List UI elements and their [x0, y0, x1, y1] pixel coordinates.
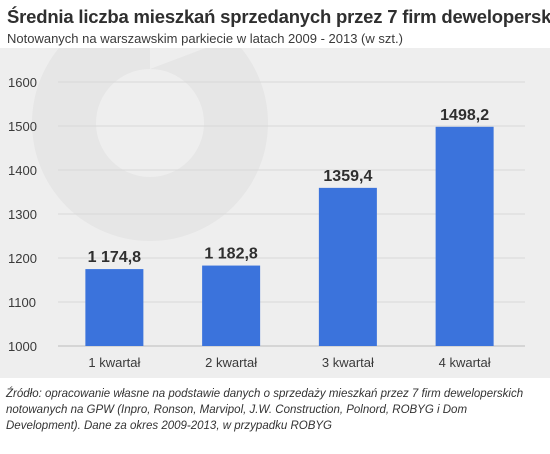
y-tick-label: 1200	[8, 251, 37, 266]
y-tick-label: 1600	[8, 75, 37, 90]
x-axis: 1 kwartał 2 kwartał 3 kwartał 4 kwartał	[88, 355, 490, 370]
watermark-logo	[32, 48, 268, 241]
y-tick-label: 1000	[8, 339, 37, 354]
bar	[85, 269, 144, 346]
header: Średnia liczba mieszkań sprzedanych prze…	[7, 6, 550, 47]
y-axis: 1000 1100 1200 1300 1400 1500 1600	[8, 75, 37, 354]
x-tick-label: 4 kwartał	[439, 355, 491, 370]
y-tick-label: 1400	[8, 163, 37, 178]
bars	[85, 126, 494, 347]
y-tick-label: 1300	[8, 207, 37, 222]
x-tick-label: 3 kwartał	[322, 355, 374, 370]
data-label: 1 174,8	[88, 249, 141, 266]
x-tick-label: 1 kwartał	[88, 355, 140, 370]
data-label: 1498,2	[440, 107, 489, 124]
bar	[202, 265, 261, 346]
bar	[318, 187, 377, 346]
data-label: 1359,4	[323, 168, 372, 185]
bar-chart: 1000 1100 1200 1300 1400 1500 1600 1 174,8 1 18…	[8, 48, 525, 370]
source-note: Źródło: opracowanie własne na podstawie …	[6, 388, 524, 432]
y-tick-label: 1100	[8, 295, 36, 310]
data-label: 1 182,8	[204, 246, 257, 263]
chart-subtitle: Notowanych na warszawskim parkiecie w la…	[7, 31, 403, 46]
chart-title: Średnia liczba mieszkań sprzedanych prze…	[7, 6, 550, 27]
y-tick-label: 1500	[8, 119, 37, 134]
x-tick-label: 2 kwartał	[205, 355, 257, 370]
bar	[435, 126, 494, 347]
value-labels: 1 174,8 1 182,8 1359,4 1498,2	[88, 107, 490, 266]
chart-area: 1000 1100 1200 1300 1400 1500 1600 1 174,8 1 18…	[0, 48, 550, 378]
